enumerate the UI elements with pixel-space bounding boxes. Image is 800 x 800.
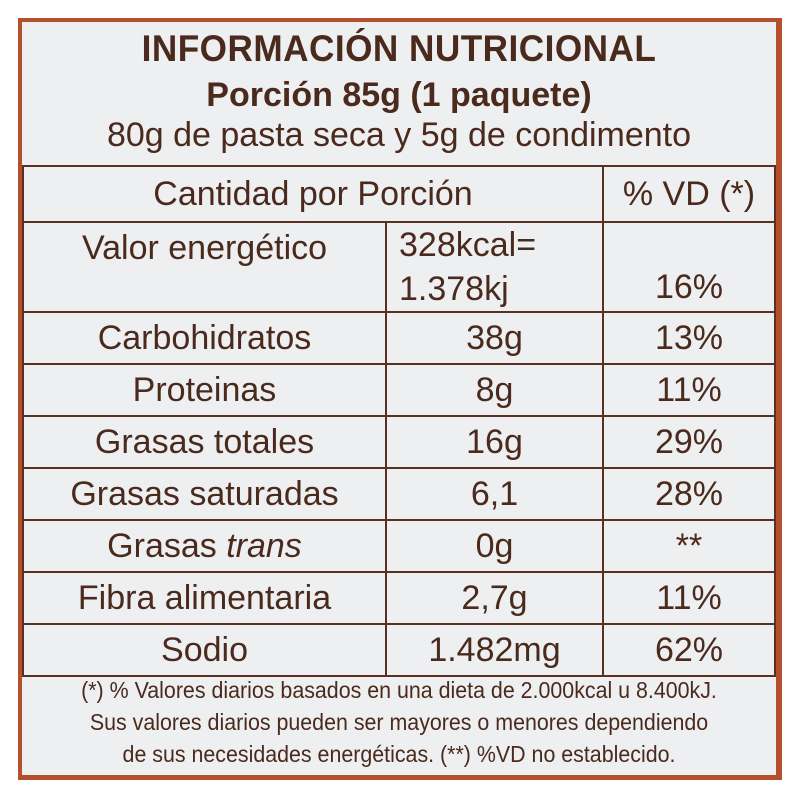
- table-header: Cantidad por Porción % VD (*): [22, 165, 776, 223]
- nutrient-value: 38g: [385, 311, 604, 365]
- nutrient-name: Grasas totales: [22, 415, 387, 469]
- nutrient-value: 6,1: [385, 467, 604, 521]
- nutrient-dv: 28%: [602, 467, 776, 521]
- footnote-line: de sus necesidades energéticas. (**) %VD…: [122, 741, 676, 767]
- footnote-line: Sus valores diarios pueden ser mayores o…: [89, 709, 709, 735]
- header-dv: % VD (*): [602, 165, 776, 223]
- trans-label: Grasas: [107, 526, 217, 565]
- nutrient-value: 16g: [385, 415, 604, 469]
- nutrient-value: 328kcal= 1.378kj: [385, 221, 604, 313]
- nutrient-value: 2,7g: [385, 571, 604, 625]
- nutrient-name: Grasas trans: [22, 519, 387, 573]
- nutrient-name: Valor energético: [22, 221, 387, 313]
- table-row: Grasas saturadas 6,1 28%: [22, 467, 776, 521]
- label-title: INFORMACIÓN NUTRICIONAL: [141, 28, 657, 69]
- nutrient-value: 8g: [385, 363, 604, 417]
- nutrient-dv: 13%: [602, 311, 776, 365]
- table-row: Carbohidratos 38g 13%: [22, 311, 776, 365]
- table-row: Sodio 1.482mg 62%: [22, 623, 776, 677]
- nutrient-name: Fibra alimentaria: [22, 571, 387, 625]
- footnote: (*) % Valores diarios basados en una die…: [48, 674, 749, 770]
- table-row: Fibra alimentaria 2,7g 11%: [22, 571, 776, 625]
- trans-italic: trans: [226, 526, 302, 565]
- nutrient-dv: 11%: [602, 571, 776, 625]
- nutrient-dv: 16%: [602, 221, 776, 313]
- header-quantity: Cantidad por Porción: [22, 165, 604, 223]
- nutrient-dv: 11%: [602, 363, 776, 417]
- nutrient-dv: 29%: [602, 415, 776, 469]
- energy-kcal: 328kcal=: [399, 226, 537, 264]
- table-row: Proteinas 8g 11%: [22, 363, 776, 417]
- table-row: Grasas trans 0g **: [22, 519, 776, 573]
- footnote-line: (*) % Valores diarios basados en una die…: [81, 677, 717, 703]
- nutrition-table: Cantidad por Porción % VD (*) Valor ener…: [22, 165, 776, 677]
- nutrient-name: Sodio: [22, 623, 387, 677]
- nutrition-label: INFORMACIÓN NUTRICIONAL Porción 85g (1 p…: [22, 22, 776, 775]
- nutrient-dv: 62%: [602, 623, 776, 677]
- serving-detail: 80g de pasta seca y 5g de condimento: [106, 116, 692, 154]
- nutrient-name: Carbohidratos: [22, 311, 387, 365]
- energy-kj: 1.378kj: [399, 270, 509, 308]
- table-row: Valor energético 328kcal= 1.378kj 16%: [22, 221, 776, 313]
- nutrient-name: Proteinas: [22, 363, 387, 417]
- table-row: Grasas totales 16g 29%: [22, 415, 776, 469]
- serving-size: Porción 85g (1 paquete): [206, 76, 592, 114]
- nutrient-dv: **: [602, 519, 776, 573]
- nutrient-value: 1.482mg: [385, 623, 604, 677]
- nutrient-value: 0g: [385, 519, 604, 573]
- nutrient-name: Grasas saturadas: [22, 467, 387, 521]
